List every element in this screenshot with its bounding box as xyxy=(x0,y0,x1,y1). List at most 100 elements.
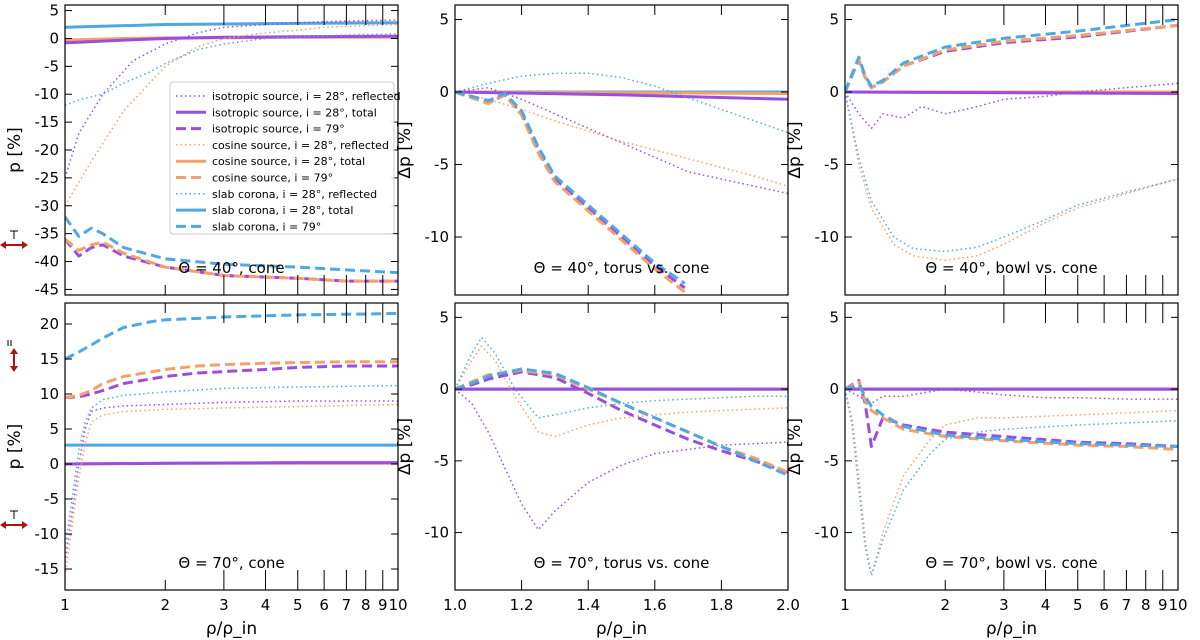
series-line-slab_tot xyxy=(65,21,398,29)
series-line-iso_refl xyxy=(455,388,788,531)
series-group xyxy=(455,336,788,531)
y-tick-label: 5 xyxy=(49,420,59,438)
x-tick-label: 2 xyxy=(940,596,950,614)
x-axis-label: ρ/ρ_in xyxy=(206,619,257,639)
series-line-iso_refl xyxy=(65,19,398,179)
x-tick-label: 1.4 xyxy=(576,596,600,614)
x-tick-label: 5 xyxy=(293,596,303,614)
series-line-cos_79 xyxy=(65,360,398,399)
series-line-cos_79 xyxy=(65,238,398,283)
y-tick-label: -40 xyxy=(35,253,60,271)
y-tick-label: -15 xyxy=(35,113,60,131)
axes-frame xyxy=(454,4,789,296)
y-tick-label: 0 xyxy=(49,29,59,47)
y-tick-label: -5 xyxy=(824,452,839,470)
y-tick-label: 5 xyxy=(439,11,449,29)
series-group xyxy=(65,19,398,283)
y-tick-label: 5 xyxy=(829,308,839,326)
y-axis-label: Δp [%] xyxy=(395,418,415,475)
series-line-slab_79 xyxy=(845,383,1178,448)
y-tick-label: 0 xyxy=(829,83,839,101)
series-line-slab_refl xyxy=(65,33,398,107)
y-tick-label: 5 xyxy=(49,2,59,20)
axes-frame xyxy=(844,302,1179,591)
series-line-iso_79 xyxy=(845,23,1178,93)
series-group xyxy=(455,72,788,294)
y-tick-label: -5 xyxy=(824,156,839,174)
series-line-cos_refl xyxy=(845,388,1178,577)
series-line-cos_refl xyxy=(65,403,398,577)
x-tick-label: 1.2 xyxy=(510,596,534,614)
y-tick-label: 10 xyxy=(40,385,59,403)
x-tick-label: 2.0 xyxy=(776,596,800,614)
series-line-iso_refl xyxy=(455,86,788,195)
panel-title: Θ = 70°, cone xyxy=(178,554,284,572)
series-line-iso_refl xyxy=(65,400,398,563)
legend-label: isotropic source, i = 28°, total xyxy=(212,106,377,119)
y-axis-label: p [%] xyxy=(5,424,25,470)
series-line-cos_refl xyxy=(455,345,788,438)
y-tick-label: -35 xyxy=(35,225,60,243)
series-line-iso_tot xyxy=(455,90,788,101)
perpendicular-arrow-icon xyxy=(0,230,28,249)
legend-label: cosine source, i = 28°, reflected xyxy=(212,139,389,152)
panel-title: Θ = 70°, torus vs. cone xyxy=(534,554,710,572)
y-tick-label: -10 xyxy=(815,228,840,246)
series-line-cos_79 xyxy=(845,23,1178,93)
series-line-slab_79 xyxy=(455,367,788,477)
y-tick-label: 0 xyxy=(829,380,839,398)
x-tick-label: 5 xyxy=(1073,596,1083,614)
legend-box xyxy=(169,81,395,235)
chart-panel-1: -45 -40 -35 -30 -25 -20 -15 -10 -5 0 5 p [%] Θ = 40°… xyxy=(5,2,399,298)
series-line-slab_refl xyxy=(65,384,398,549)
axes-frame xyxy=(454,302,789,591)
series-line-cos_79 xyxy=(845,380,1178,451)
x-tick-label: 7 xyxy=(342,596,352,614)
y-tick-label: -5 xyxy=(44,490,59,508)
y-tick-label: -10 xyxy=(815,524,840,542)
series-line-iso_79 xyxy=(455,90,686,290)
x-tick-label: 8 xyxy=(361,596,371,614)
y-tick-label: -10 xyxy=(35,85,60,103)
series-line-slab_refl xyxy=(845,388,1178,577)
legend-label: cosine source, i = 79° xyxy=(212,172,333,185)
x-axis-label: ρ/ρ_in xyxy=(596,619,647,639)
x-tick-label: 2 xyxy=(160,596,170,614)
series-line-iso_tot xyxy=(65,34,398,45)
series-line-iso_refl xyxy=(845,82,1178,130)
y-tick-label: -5 xyxy=(434,156,449,174)
series-line-slab_refl xyxy=(455,72,788,134)
x-tick-label: 6 xyxy=(1099,596,1109,614)
y-axis-label: Δp [%] xyxy=(785,121,805,178)
panel-title: Θ = 70°, bowl vs. cone xyxy=(925,554,1097,572)
legend-label: cosine source, i = 28°, total xyxy=(212,155,365,168)
panel-title: Θ = 40°, torus vs. cone xyxy=(534,259,710,277)
series-group xyxy=(65,312,398,577)
parallel-arrow-icon xyxy=(7,340,18,372)
panel-title: Θ = 40°, bowl vs. cone xyxy=(925,259,1097,277)
x-tick-label: 10 xyxy=(1168,596,1187,614)
series-line-iso_79 xyxy=(65,364,398,399)
series-line-slab_79 xyxy=(845,18,1178,93)
x-tick-label: 7 xyxy=(1122,596,1132,614)
series-line-iso_79 xyxy=(65,238,398,283)
x-tick-label: 1.0 xyxy=(443,596,467,614)
y-tick-label: 5 xyxy=(439,308,449,326)
series-line-slab_79 xyxy=(65,216,398,275)
x-tick-label: 3 xyxy=(999,596,1009,614)
series-line-iso_tot xyxy=(845,90,1178,95)
series-line-iso_79 xyxy=(455,370,788,474)
y-tick-label: -10 xyxy=(425,228,450,246)
legend-label: slab corona, i = 79° xyxy=(212,220,321,233)
y-tick-label: -20 xyxy=(35,141,60,159)
chart-panel-5: -10 -5 0 5 1.0 1.2 1.4 1.6 1.8 2.0 Δp [%] ρ/ρ_in Θ =… xyxy=(395,302,800,639)
x-tick-label: 8 xyxy=(1141,596,1151,614)
y-tick-label: 15 xyxy=(40,350,59,368)
legend-label: slab corona, i = 28°, reflected xyxy=(212,188,377,201)
y-tick-label: -25 xyxy=(35,169,60,187)
series-line-cos_refl xyxy=(845,91,1178,261)
x-axis-label: ρ/ρ_in xyxy=(986,619,1037,639)
x-tick-label: 3 xyxy=(219,596,229,614)
